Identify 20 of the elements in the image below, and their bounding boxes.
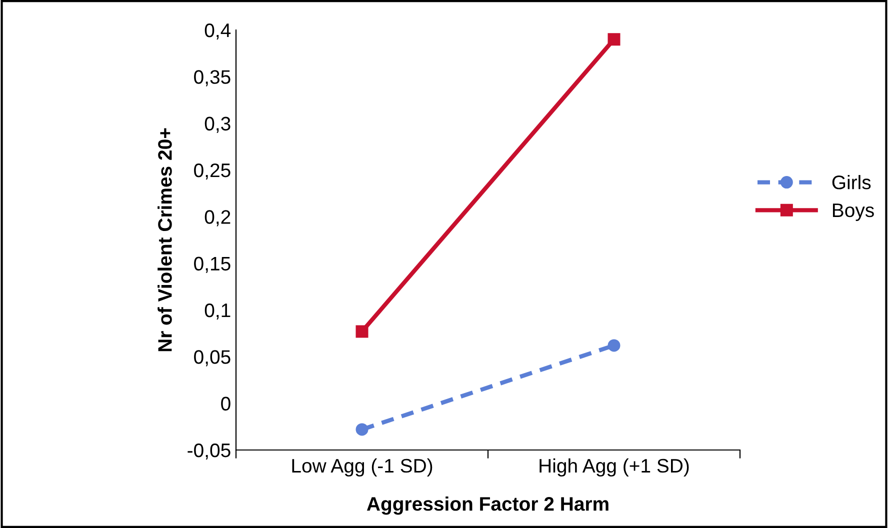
y-tick-label: 0,05 (194, 350, 230, 366)
y-tick-label: -0,05 (188, 443, 230, 460)
y-tick-label: 0,25 (194, 163, 230, 180)
y-tick-label: 0,1 (204, 303, 230, 320)
legend-label: Girls (832, 175, 871, 190)
y-tick-label: 0,35 (194, 70, 230, 86)
x-tick-label: Low Agg (-1 SD) (292, 458, 432, 477)
y-tick-label: 0,4 (204, 23, 231, 40)
point (356, 423, 368, 436)
point (608, 33, 620, 46)
y-tick-label: 0,3 (204, 116, 230, 133)
y-tick-label: 0 (221, 396, 230, 411)
y-tick-label: 0,2 (204, 210, 230, 226)
y-axis-title: Nr of Violent Crimes 20+ (158, 128, 172, 352)
x-tick-label: High Agg (+1 SD) (540, 458, 689, 477)
legend-label: Boys (832, 204, 874, 221)
y-tick-label: 0,15 (194, 256, 230, 273)
point (356, 325, 368, 338)
point (608, 339, 620, 352)
x-axis-title: Aggression Factor 2 Harm (366, 496, 608, 515)
